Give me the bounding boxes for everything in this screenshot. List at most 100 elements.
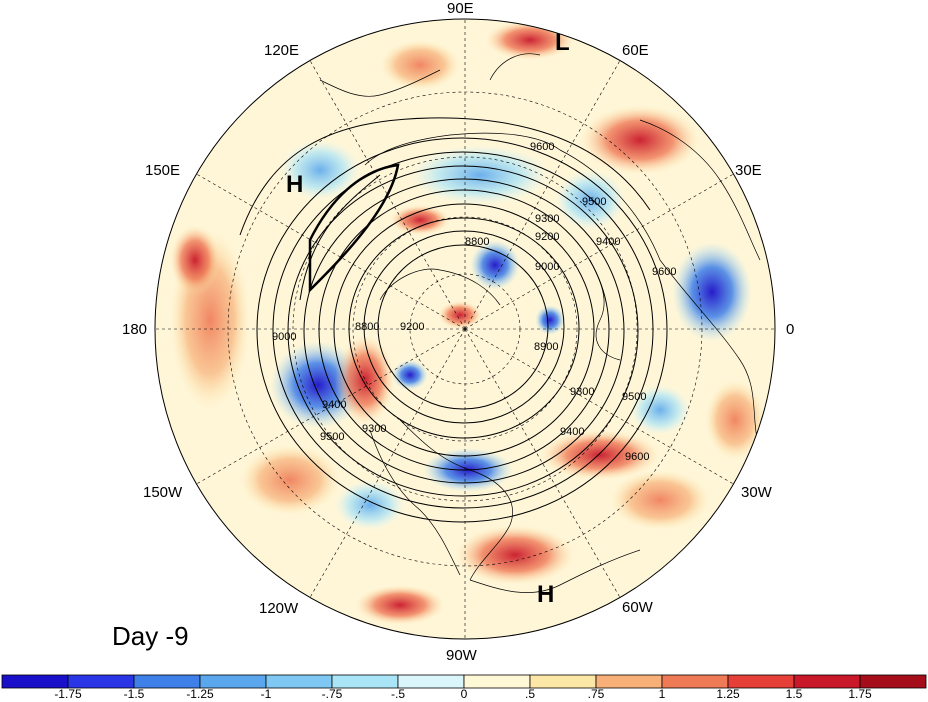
colorbar-tick-label: -1.75 bbox=[54, 687, 82, 701]
anomaly-red bbox=[580, 105, 700, 175]
contour-label: 9200 bbox=[400, 321, 424, 333]
meridian bbox=[464, 328, 734, 485]
contour-label: 9400 bbox=[322, 399, 346, 411]
colorbar-tick-label: -.75 bbox=[322, 687, 343, 701]
colorbar-bin bbox=[859, 674, 927, 689]
contour-label: 9500 bbox=[622, 391, 646, 403]
colorbar-bin bbox=[463, 674, 531, 689]
anomaly-blue bbox=[672, 242, 752, 342]
contour-9600 bbox=[256, 137, 668, 523]
lon-label-90w: 90W bbox=[446, 647, 478, 664]
coastline-arctic bbox=[379, 268, 501, 306]
colorbar-tick-label: -.5 bbox=[391, 687, 405, 701]
anomaly-orange bbox=[380, 40, 460, 90]
colorbar-bin bbox=[595, 674, 663, 689]
colorbar-bin bbox=[529, 674, 597, 689]
colorbar-tick-label: 1 bbox=[659, 687, 666, 701]
meridian bbox=[309, 60, 466, 330]
contour-label: 9600 bbox=[625, 451, 649, 463]
contour-9300 bbox=[303, 178, 625, 484]
contour-label: 9000 bbox=[272, 331, 296, 343]
colorbar-tick-label: 1.25 bbox=[716, 687, 740, 701]
contour-label: 9400 bbox=[560, 426, 584, 438]
contour-label: 9000 bbox=[535, 261, 559, 273]
meridians bbox=[155, 19, 775, 639]
lon-label-120w: 120W bbox=[259, 600, 299, 617]
coastlines bbox=[319, 53, 761, 593]
contour-9600-west bbox=[299, 174, 381, 301]
lon-label-90e: 90E bbox=[447, 0, 474, 17]
contour-label: 9300 bbox=[535, 213, 559, 225]
lon-label-30e: 30E bbox=[735, 162, 762, 179]
contour-9000 bbox=[348, 217, 580, 439]
contour-8900 bbox=[363, 230, 565, 424]
contour-label: 8800 bbox=[465, 236, 489, 248]
coastline-north-america-west bbox=[369, 429, 461, 576]
anomaly-red bbox=[455, 525, 575, 585]
map-border bbox=[154, 18, 776, 640]
coastline-europe-africa bbox=[559, 149, 761, 451]
anomaly-red bbox=[390, 205, 450, 235]
meridian bbox=[309, 328, 466, 598]
anomaly-orange bbox=[240, 445, 340, 515]
contour-8800 bbox=[377, 244, 549, 410]
meridian bbox=[196, 173, 466, 330]
contour-9400 bbox=[287, 165, 639, 497]
colorbar-bin bbox=[397, 674, 465, 689]
lon-label-150w: 150W bbox=[143, 484, 183, 501]
lon-label-60e: 60E bbox=[622, 42, 649, 59]
lat-circle bbox=[292, 156, 638, 502]
anomaly-red bbox=[170, 225, 220, 295]
coastline-east-asia bbox=[319, 69, 441, 97]
anomaly-orange bbox=[705, 380, 765, 460]
contour-label: 9400 bbox=[596, 236, 620, 248]
high-contour-bold bbox=[308, 163, 400, 294]
anomaly-blue bbox=[535, 305, 565, 335]
meridian bbox=[464, 328, 621, 598]
contour-9200 bbox=[318, 189, 610, 471]
low-center-label: L bbox=[555, 29, 570, 56]
meridian bbox=[464, 60, 621, 330]
coastline-north-america bbox=[399, 419, 513, 581]
lon-label-150e: 150E bbox=[145, 162, 180, 179]
high-center-label: H bbox=[537, 581, 554, 608]
anomaly-lightblue bbox=[410, 145, 550, 205]
contour-9600-outer bbox=[239, 117, 651, 236]
contour-label: 8900 bbox=[534, 341, 558, 353]
contour-labels: 9600 9500 9400 9300 9200 9000 8900 8800 … bbox=[272, 141, 676, 463]
contour-label: 9200 bbox=[535, 231, 559, 243]
meridian bbox=[196, 328, 466, 485]
colorbar-tick-label: -1.25 bbox=[186, 687, 214, 701]
colorbar-tick-label: .75 bbox=[588, 687, 605, 701]
map-disk bbox=[155, 19, 775, 639]
lon-label-60w: 60W bbox=[622, 599, 654, 616]
coastline-middle-east bbox=[639, 119, 761, 261]
colorbar-tick-label: .5 bbox=[525, 687, 535, 701]
meridian bbox=[464, 173, 734, 330]
coastline-india bbox=[489, 53, 541, 81]
day-label: Day -9 bbox=[112, 621, 189, 651]
coastline-central-america bbox=[469, 549, 641, 593]
contour-label: 9600 bbox=[652, 266, 676, 278]
anomaly-blue bbox=[470, 240, 520, 290]
lon-label-120e: 120E bbox=[264, 42, 299, 59]
contour-9500 bbox=[272, 151, 654, 509]
anomaly-lightblue bbox=[630, 385, 690, 435]
lon-label-30w: 30W bbox=[741, 484, 773, 501]
colorbar-tick-label: -1 bbox=[261, 687, 272, 701]
contour-label: 9500 bbox=[320, 431, 344, 443]
anomaly-field bbox=[170, 20, 765, 625]
high-center-label: H bbox=[286, 171, 303, 198]
colorbar-tick-label: 1.5 bbox=[786, 687, 803, 701]
anomaly-red bbox=[438, 301, 482, 329]
contour-label: 8800 bbox=[355, 321, 379, 333]
anomaly-lightblue bbox=[280, 140, 360, 200]
contour-label: 9500 bbox=[582, 196, 606, 208]
contour-9100 bbox=[333, 203, 595, 457]
anomaly-red bbox=[540, 430, 660, 480]
longitude-labels: 90E 60E 30E 0 30W 60W 90W 120W 150W 180 … bbox=[122, 0, 794, 664]
colorbar-tick-label: -1.5 bbox=[124, 687, 145, 701]
colorbar: -1.75 -1.5 -1.25 -1 -.75 -.5 0 .5 .75 1 1.25 1.5 1.7… bbox=[1, 674, 927, 701]
colorbar-tick-label: 0 bbox=[461, 687, 468, 701]
lon-label-0: 0 bbox=[786, 321, 794, 338]
